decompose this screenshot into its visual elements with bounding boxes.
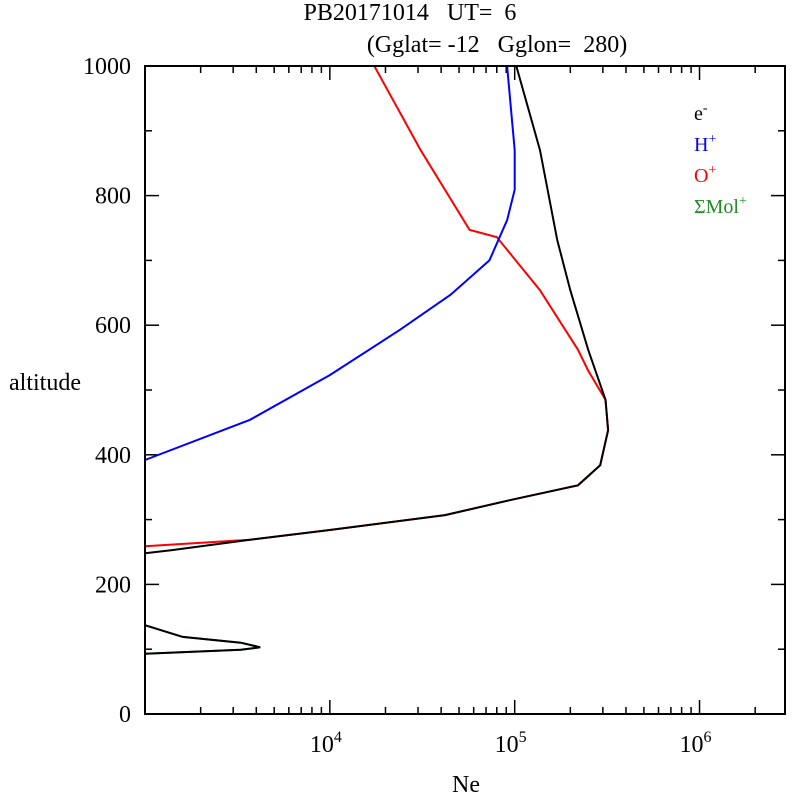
curve-e-electron-lower [144,624,261,655]
legend-entry: e- [694,101,708,125]
curve-h-ion [144,65,516,461]
y-tick-label: 600 [95,313,131,339]
legend-entry: H+ [694,132,716,156]
legend-entry: ΣMol+ [694,194,747,218]
y-tick-label: 200 [95,572,131,598]
y-tick-label: 0 [119,702,131,728]
x-tick-label: 106 [680,729,712,758]
x-axis-label: Ne [452,772,480,795]
chart-title-line2: (Gglat= -12 Gglon= 280) [367,32,627,58]
legend-entry: O+ [694,163,716,187]
y-tick-label: 800 [95,184,131,210]
x-tick-label: 104 [310,729,342,758]
curve-e-electron [144,65,610,555]
curve-o-ion [144,65,610,548]
y-tick-label: 1000 [83,54,131,80]
chart-title-line1: PB20171014 UT= 6 [304,0,517,26]
plot-frame [144,65,786,715]
x-tick-label: 105 [495,729,527,758]
y-axis-label: altitude [9,370,81,396]
y-tick-label: 400 [95,443,131,469]
